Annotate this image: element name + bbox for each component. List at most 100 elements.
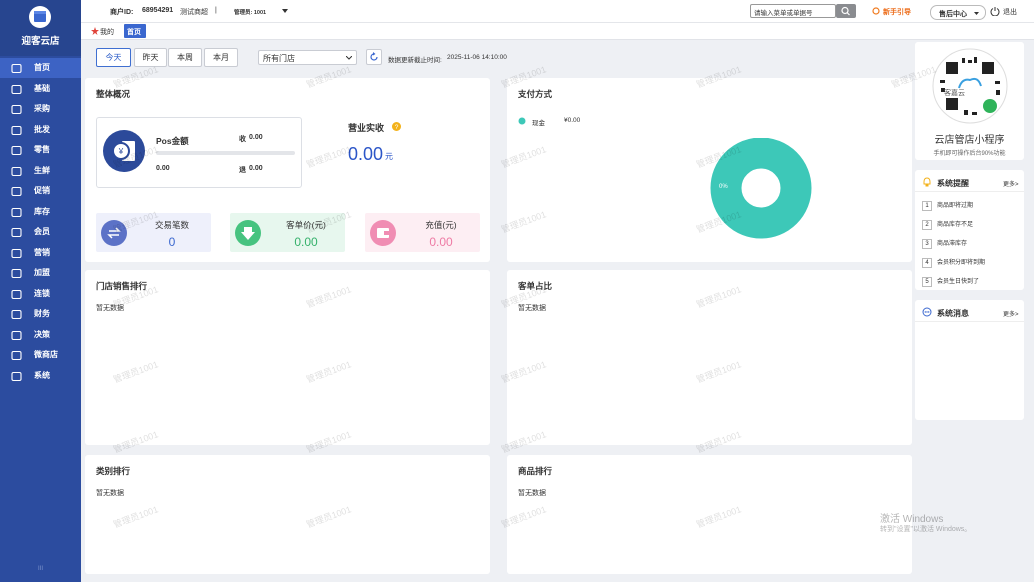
mini-program-title: 云店管店小程序 [934,135,1005,146]
menu-item[interactable]: 系统 [0,366,81,386]
tab-active[interactable]: 首页 [124,24,146,38]
period-button[interactable]: 今天 [96,48,131,67]
stat-label: 充值(元) [425,220,457,230]
svg-text:?: ? [395,124,399,131]
pos-amount: 0.00 [156,165,170,172]
search-box[interactable]: 请输入菜单或单据号 [750,4,836,18]
revenue-value: 0.00 [348,144,384,164]
after-sales-label: 售后中心 [939,11,967,18]
alert-item[interactable]: 4 会员积分即将到期 [922,257,985,268]
empty-text: 暂无数据 [96,490,124,497]
alert-number: 3 [922,239,932,249]
menu-icon [11,84,22,94]
after-sales-caret [974,12,979,15]
pos-progress [156,151,295,155]
guide-link[interactable]: 新手引导 [883,9,911,16]
store-name: 测试商超 [180,9,208,16]
menu-label: 财务 [34,309,50,318]
menu-icon [11,166,22,176]
divider [915,321,1024,322]
menu-item[interactable]: 基础 [0,79,81,99]
alert-number: 4 [922,258,932,268]
menu-item[interactable]: 加盟 [0,263,81,283]
logout-icon [990,7,1000,16]
donut-ring [710,138,812,239]
admin[interactable]: 管理员: 1001 [234,10,267,16]
period-button[interactable]: 昨天 [134,48,167,67]
alert-text: 商品滞库存 [937,241,968,247]
alert-item[interactable]: 3 商品滞库存 [922,238,967,249]
stat-value: 0.00 [294,235,318,249]
card-title: 系统提醒 [937,179,969,188]
menu-label: 决策 [34,329,50,339]
stat-card: 客单价(元) 0.00 [230,213,345,252]
search-button[interactable] [836,4,856,18]
menu-icon [11,350,22,361]
menu-label: 微商店 [34,350,58,359]
stat-label: 交易笔数 [154,220,189,230]
search-placeholder: 请输入菜单或单据号 [754,10,813,17]
menu-icon [11,145,22,156]
menu-item[interactable]: 生鲜 [0,161,81,181]
more-link[interactable]: 更多> [1003,182,1019,188]
payment-card: 支付方式 现金 ¥0.00 0% [507,78,912,262]
menu-item[interactable]: 微商店 [0,345,81,365]
tab-bar: 我的 首页 [81,23,1034,40]
mini-program-subtitle: 手机即可操作后台90%功能 [933,151,1006,157]
stat-icon [370,220,396,246]
menu-label: 基础 [34,83,50,93]
menu-item[interactable]: 首页 [0,58,81,78]
pos-label: Pos金额 [156,136,189,146]
menu-icon [11,309,22,320]
panel: 类别排行 暂无数据 [85,455,490,574]
alert-item[interactable]: 5 会员生日快到了 [922,276,979,287]
more-link[interactable]: 更多> [1003,312,1019,318]
pos-box: ¥ Pos金额 收 0.00 0.00 退 0.00 [96,117,302,188]
sidebar: 迎客云店 首页 基础 采购 批发 零售 生鲜 促销 库存 会员 营销 加盟 连锁 财务 决策 微商店 系统 I… [0,0,81,582]
menu-item[interactable]: 库存 [0,202,81,222]
alert-text: 会员生日快到了 [937,279,980,285]
menu-item[interactable]: 连锁 [0,284,81,304]
store-select-value: 所有门店 [263,54,295,63]
tab[interactable]: 我的 [100,29,114,36]
menu-item[interactable]: 采购 [0,99,81,119]
period-button[interactable]: 本月 [204,48,238,67]
menu-item[interactable]: 批发 [0,120,81,140]
stat-icon [235,220,261,246]
menu-item[interactable]: 零售 [0,140,81,160]
separator: | [215,7,217,14]
empty-text: 暂无数据 [518,490,546,497]
menu-item[interactable]: 决策 [0,325,81,345]
refresh-button[interactable] [366,49,382,65]
panel: 商品排行 暂无数据 [507,455,912,574]
menu-item[interactable]: 营销 [0,243,81,263]
income-value: 0.00 [249,134,263,141]
menu-icon [11,186,22,197]
menu-icon [11,248,22,258]
legend-name: 现金 [532,120,545,127]
empty-text: 暂无数据 [96,305,124,312]
admin-caret [282,9,288,13]
pos-icon: ¥ [103,130,145,172]
period-button[interactable]: 本周 [168,48,202,67]
alert-item[interactable]: 2 商品库存不足 [922,219,973,230]
menu-label: 促销 [34,186,50,195]
stat-card: 充值(元) 0.00 [365,213,480,252]
alert-text: 商品即将过期 [937,203,974,209]
legend-amount: ¥0.00 [564,117,581,124]
menu-label: 采购 [34,104,50,113]
stat-value: 0 [168,235,176,249]
merchant-id: 68954291 [142,7,174,14]
alert-item[interactable]: 1 商品即将过期 [922,200,973,211]
logout[interactable]: 退出 [1003,9,1017,16]
menu-item[interactable]: 促销 [0,181,81,201]
store-select[interactable]: 所有门店 [258,50,357,65]
after-sales[interactable]: 售后中心 [930,5,986,20]
menu-label: 首页 [34,63,50,72]
menu-label: 会员 [34,227,50,236]
menu-item[interactable]: 财务 [0,304,81,324]
alert-number: 5 [922,277,932,287]
merchant-label: 商户ID: [110,9,134,16]
menu-item[interactable]: 会员 [0,222,81,242]
brand-name: 迎客云店 [21,36,60,47]
